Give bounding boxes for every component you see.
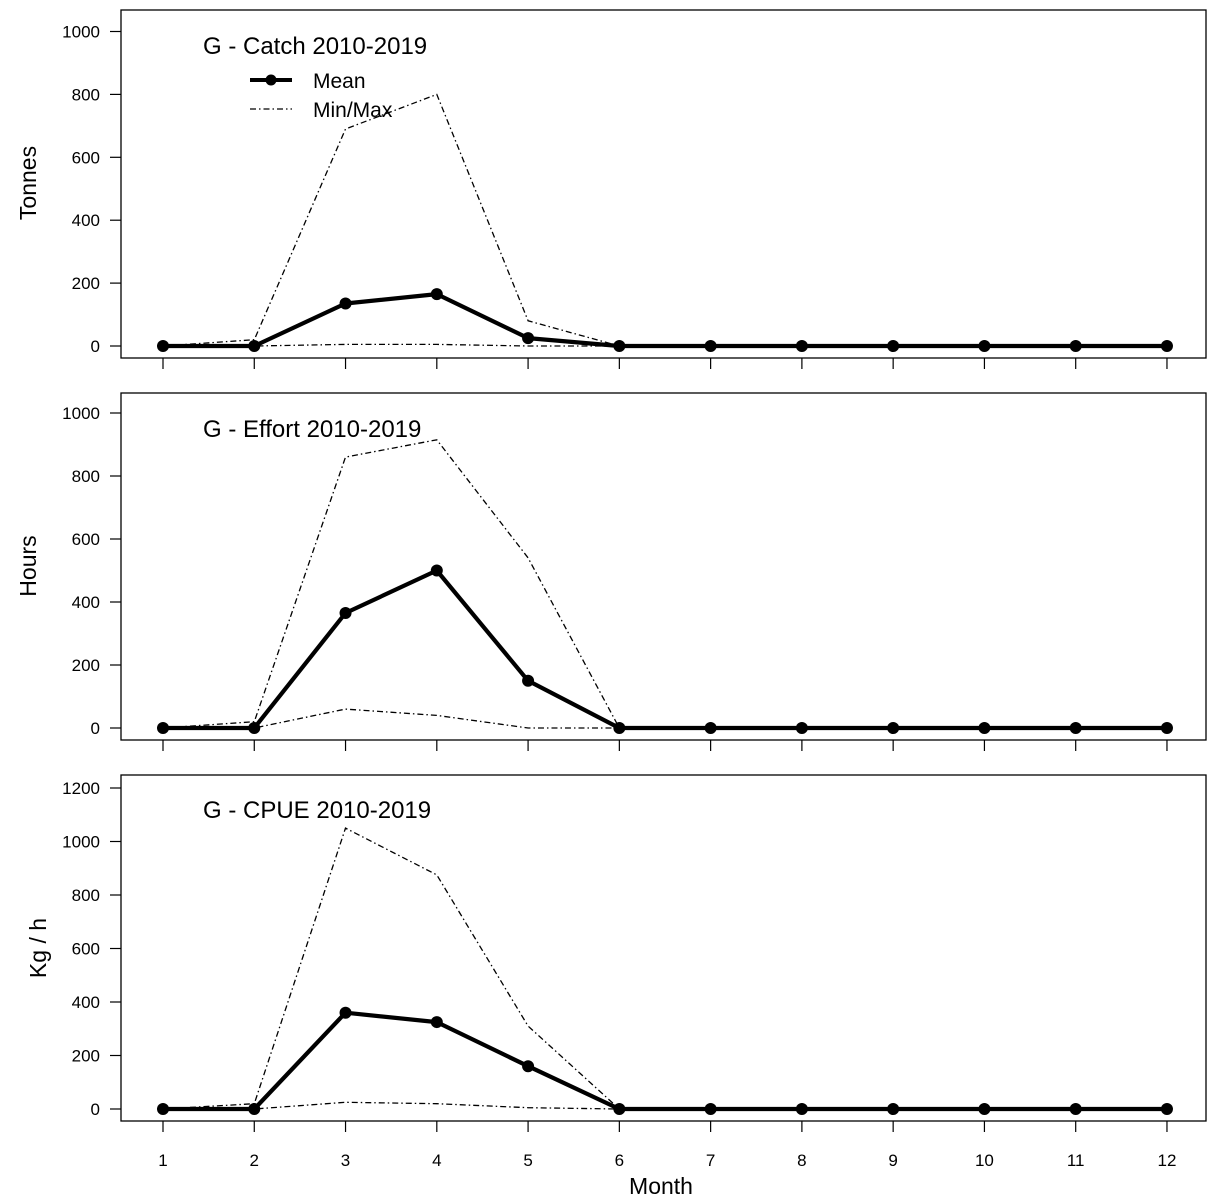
series-min-line: [163, 343, 1167, 347]
y-tick-label: 600: [72, 940, 100, 959]
series-mean-point: [339, 1006, 352, 1019]
y-axis-title: Hours: [15, 535, 41, 596]
series-mean-point: [339, 607, 352, 620]
y-tick-label: 200: [72, 274, 100, 293]
y-tick-label: 600: [72, 148, 100, 167]
panel-title: G - Effort 2010-2019: [203, 416, 421, 443]
y-tick-label: 800: [72, 467, 100, 486]
y-axis-title: Tonnes: [15, 146, 41, 220]
x-tick-label: 8: [797, 1151, 806, 1170]
x-tick-label: 12: [1158, 1151, 1177, 1170]
x-tick-label: 6: [615, 1151, 624, 1170]
series-mean-point: [430, 1016, 443, 1029]
series-mean-point: [522, 674, 535, 687]
panel-1: 0 200 400 600 800 1000 G - Catch 2010-2019 Tonn…: [15, 9, 1207, 369]
panel-2: 0 200 400 600 800 1000 G - Effort 2010-2019 Hou…: [15, 392, 1207, 751]
y-tick-label: 200: [72, 1047, 100, 1066]
x-axis-title: Month: [629, 1173, 693, 1199]
y-tick-label: 0: [91, 719, 100, 738]
plot-frame: [120, 9, 1207, 359]
legend: Mean Min/Max: [250, 70, 393, 122]
series-mean-point: [704, 340, 717, 352]
series-max-line: [162, 93, 1167, 347]
x-tick-label: 10: [975, 1151, 994, 1170]
series-mean-point: [1069, 722, 1082, 734]
y-tick-label: 400: [72, 593, 100, 612]
series-mean-point: [339, 297, 352, 310]
series-min-line: [163, 1101, 1167, 1110]
y-tick-label: 0: [91, 337, 100, 356]
series-mean-point: [704, 1103, 717, 1115]
panel-title: G - CPUE 2010-2019: [203, 797, 431, 824]
x-tick-label: 5: [523, 1151, 532, 1170]
series-mean-point: [522, 1060, 535, 1073]
series-mean-point: [1069, 1103, 1082, 1115]
y-tick-label: 0: [91, 1100, 100, 1119]
x-tick-label: 7: [706, 1151, 715, 1170]
x-tick-label: 4: [432, 1151, 441, 1170]
legend-mean-label: Mean: [313, 70, 366, 93]
y-tick-label: 1200: [62, 779, 100, 798]
series-mean-point: [522, 332, 535, 345]
panel-title: G - Catch 2010-2019: [203, 33, 427, 60]
y-tick-label: 1000: [62, 404, 100, 423]
y-tick-label: 800: [72, 886, 100, 905]
y-tick-label: 400: [72, 211, 100, 230]
series-mean-point: [430, 288, 443, 301]
y-tick-label: 800: [72, 85, 100, 104]
x-tick-label: 11: [1067, 1151, 1085, 1170]
legend-mean-point-swatch: [265, 74, 277, 86]
x-tick-label: 3: [341, 1151, 350, 1170]
y-tick-label: 200: [72, 656, 100, 675]
plot-frame: [120, 392, 1207, 741]
y-axis-title: Kg / h: [25, 918, 51, 978]
y-tick-label: 1000: [62, 23, 100, 42]
x-tick-label: 1: [158, 1151, 167, 1170]
series-mean-point: [430, 564, 443, 577]
y-tick-label: 600: [72, 530, 100, 549]
y-tick-label: 400: [72, 993, 100, 1012]
x-tick-label: 2: [250, 1151, 259, 1170]
legend-minmax-label: Min/Max: [313, 99, 393, 122]
series-max-line: [162, 827, 1167, 1110]
series-mean-point: [704, 722, 717, 734]
y-tick-label: 1000: [62, 833, 100, 852]
series-min-line: [163, 708, 1167, 729]
x-tick-label: 9: [888, 1151, 897, 1170]
series-mean-point: [1069, 340, 1082, 352]
